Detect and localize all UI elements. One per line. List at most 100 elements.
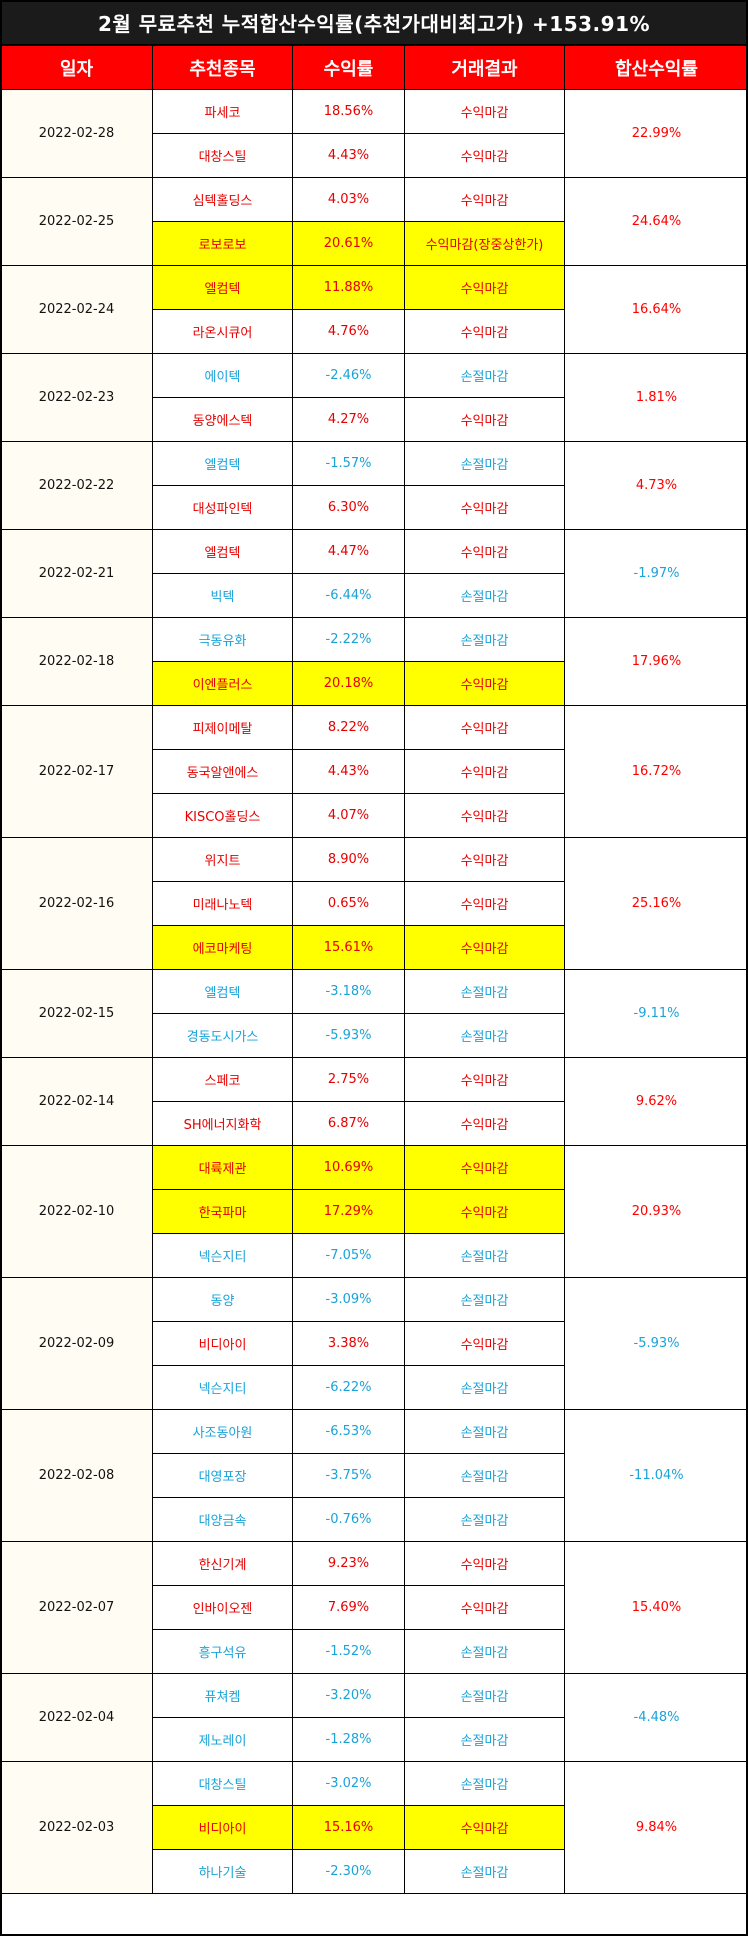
return-cell: 11.88%: [292, 265, 405, 310]
return-cell: -1.57%: [292, 441, 405, 486]
stock-name-cell: 에코마케팅: [152, 925, 293, 970]
date-cell: 2022-02-24: [0, 265, 153, 354]
result-cell: 손절마감: [404, 1717, 565, 1762]
date-cell: 2022-02-07: [0, 1541, 153, 1674]
stock-name-cell: 엘컴텍: [152, 265, 293, 310]
return-cell: 9.23%: [292, 1541, 405, 1586]
total-return-cell: 1.81%: [564, 353, 748, 442]
table-row: 대영포장 -3.75% 손절마감: [1, 1453, 748, 1498]
table-row: 한국파마 17.29% 수익마감: [1, 1189, 748, 1234]
stock-name-cell: 로보로보: [152, 221, 293, 266]
result-cell: 수익마감: [404, 1541, 565, 1586]
result-cell: 수익마감: [404, 837, 565, 882]
return-cell: -3.20%: [292, 1673, 405, 1718]
result-cell: 손절마감: [404, 1849, 565, 1894]
stock-name-cell: 비디아이: [152, 1321, 293, 1366]
stock-name-cell: 하나기술: [152, 1849, 293, 1894]
stock-name-cell: 비디아이: [152, 1805, 293, 1850]
header-total-return: 합산수익률: [564, 45, 748, 90]
stock-name-cell: 대창스틸: [152, 133, 293, 178]
stock-name-cell: 피제이메탈: [152, 705, 293, 750]
return-cell: -3.75%: [292, 1453, 405, 1498]
table-row: 하나기술 -2.30% 손절마감: [1, 1849, 748, 1894]
table-row: 라온시큐어 4.76% 수익마감: [1, 309, 748, 354]
table-row: 2022-02-04 퓨쳐켐 -3.20% 손절마감 -4.48%: [0, 1673, 748, 1762]
return-cell: 4.43%: [292, 749, 405, 794]
results-body: 2022-02-28 파세코 18.56% 수익마감 22.99% 대창스틸 4.43% 수익…: [0, 89, 748, 1894]
result-cell: 손절마감: [404, 1013, 565, 1058]
stock-name-cell: 빅텍: [152, 573, 293, 618]
table-row: 대창스틸 4.43% 수익마감: [1, 133, 748, 178]
result-cell: 손절마감: [404, 1761, 565, 1806]
total-return-cell: 9.62%: [564, 1057, 748, 1146]
return-cell: 4.27%: [292, 397, 405, 442]
table-row: 2022-02-17 피제이메탈 8.22% 수익마감 16.72%: [0, 705, 748, 838]
return-cell: -1.28%: [292, 1717, 405, 1762]
return-cell: 2.75%: [292, 1057, 405, 1102]
total-return-cell: 16.64%: [564, 265, 748, 354]
stock-name-cell: 대양금속: [152, 1497, 293, 1542]
stock-name-cell: KISCO홀딩스: [152, 793, 293, 838]
result-cell: 손절마감: [404, 1673, 565, 1718]
return-cell: 20.18%: [292, 661, 405, 706]
table-row: 2022-02-07 한신기계 9.23% 수익마감 15.40%: [0, 1541, 748, 1674]
return-cell: 3.38%: [292, 1321, 405, 1366]
result-cell: 수익마감: [404, 265, 565, 310]
return-cell: -1.52%: [292, 1629, 405, 1674]
stock-name-cell: 엘컴텍: [152, 969, 293, 1014]
header-result: 거래결과: [404, 45, 565, 90]
date-cell: 2022-02-03: [0, 1761, 153, 1894]
date-cell: 2022-02-22: [0, 441, 153, 530]
result-cell: 손절마감: [404, 969, 565, 1014]
table-row: SH에너지화학 6.87% 수익마감: [1, 1101, 748, 1146]
return-cell: 4.07%: [292, 793, 405, 838]
result-cell: 수익마감: [404, 1585, 565, 1630]
result-cell: 손절마감: [404, 1233, 565, 1278]
result-cell: 수익마감: [404, 89, 565, 134]
result-cell: 수익마감: [404, 177, 565, 222]
date-cell: 2022-02-09: [0, 1277, 153, 1410]
date-cell: 2022-02-04: [0, 1673, 153, 1762]
result-cell: 수익마감: [404, 661, 565, 706]
date-cell: 2022-02-17: [0, 705, 153, 838]
return-cell: 15.61%: [292, 925, 405, 970]
table-row: 2022-02-23 에이텍 -2.46% 손절마감 1.81%: [0, 353, 748, 442]
return-cell: -3.18%: [292, 969, 405, 1014]
stock-name-cell: 인바이오젠: [152, 1585, 293, 1630]
stock-name-cell: 한신기계: [152, 1541, 293, 1586]
return-cell: 6.87%: [292, 1101, 405, 1146]
stock-name-cell: 심텍홀딩스: [152, 177, 293, 222]
result-cell: 손절마감: [404, 1629, 565, 1674]
table-row: 넥슨지티 -6.22% 손절마감: [1, 1365, 748, 1410]
stock-name-cell: 대영포장: [152, 1453, 293, 1498]
table-row: 2022-02-16 위지트 8.90% 수익마감 25.16%: [0, 837, 748, 970]
return-cell: 18.56%: [292, 89, 405, 134]
table-row: 넥슨지티 -7.05% 손절마감: [1, 1233, 748, 1278]
total-return-cell: 25.16%: [564, 837, 748, 970]
result-cell: 손절마감: [404, 1409, 565, 1454]
date-cell: 2022-02-08: [0, 1409, 153, 1542]
stock-name-cell: 사조동아원: [152, 1409, 293, 1454]
stock-name-cell: 제노레이: [152, 1717, 293, 1762]
return-cell: -3.02%: [292, 1761, 405, 1806]
result-cell: 손절마감: [404, 1497, 565, 1542]
table-row: 2022-02-28 파세코 18.56% 수익마감 22.99%: [0, 89, 748, 178]
result-cell: 손절마감: [404, 441, 565, 486]
total-return-cell: -4.48%: [564, 1673, 748, 1762]
return-cell: -3.09%: [292, 1277, 405, 1322]
table-row: 로보로보 20.61% 수익마감(장중상한가): [1, 221, 748, 266]
table-row: 빅텍 -6.44% 손절마감: [1, 573, 748, 618]
table-row: 동양에스텍 4.27% 수익마감: [1, 397, 748, 442]
result-cell: 수익마감: [404, 1321, 565, 1366]
stock-name-cell: 한국파마: [152, 1189, 293, 1234]
stock-name-cell: 대창스틸: [152, 1761, 293, 1806]
stock-name-cell: 동국알앤에스: [152, 749, 293, 794]
return-cell: 10.69%: [292, 1145, 405, 1190]
stock-name-cell: 동양: [152, 1277, 293, 1322]
result-cell: 수익마감: [404, 133, 565, 178]
table-row: 2022-02-24 엘컴텍 11.88% 수익마감 16.64%: [0, 265, 748, 354]
stock-name-cell: 대륙제관: [152, 1145, 293, 1190]
date-cell: 2022-02-18: [0, 617, 153, 706]
date-cell: 2022-02-15: [0, 969, 153, 1058]
table-row: 에코마케팅 15.61% 수익마감: [1, 925, 748, 970]
